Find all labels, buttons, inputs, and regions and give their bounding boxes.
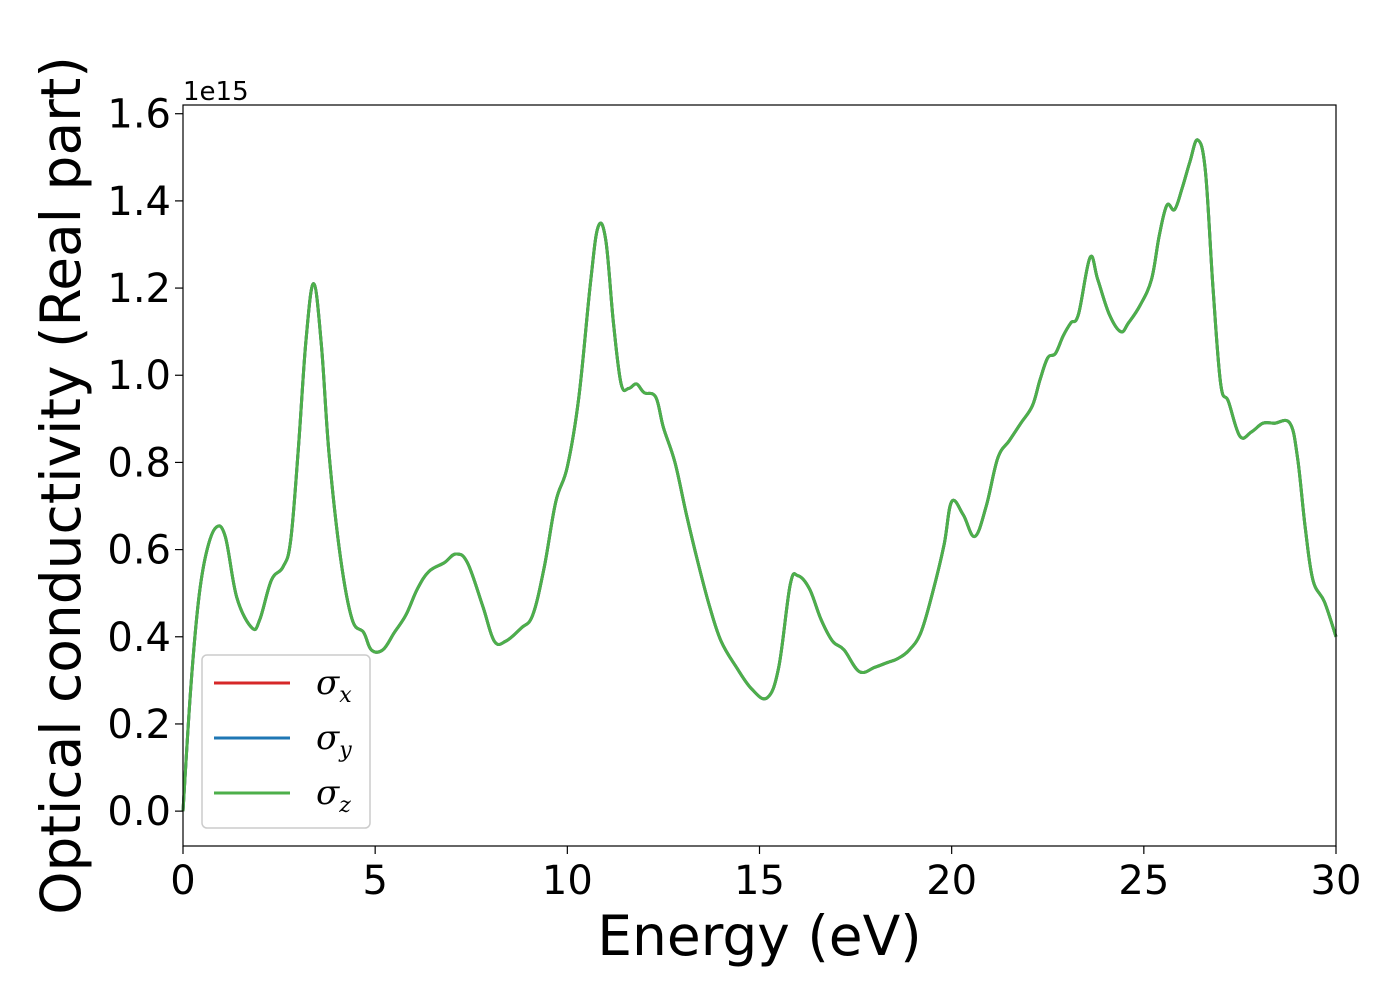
series-line-sigma-z — [181, 138, 1338, 812]
y-axis-offset-label: 1e15 — [183, 77, 249, 107]
x-tick-label: 30 — [1311, 858, 1362, 904]
y-tick-label: 0.4 — [107, 615, 171, 661]
legend-label: σx — [316, 663, 352, 708]
y-tick-label: 1.2 — [107, 266, 171, 312]
x-axis-title: Energy (eV) — [597, 904, 921, 968]
x-tick-label: 5 — [362, 858, 387, 904]
y-tick-label: 0.8 — [107, 440, 171, 486]
legend-label: σz — [316, 773, 351, 818]
y-tick-label: 0.6 — [107, 528, 171, 574]
x-tick-label: 25 — [1118, 858, 1169, 904]
x-tick-label: 0 — [170, 858, 195, 904]
y-tick-label: 0.2 — [107, 702, 171, 748]
legend-label: σy — [316, 718, 352, 763]
y-axis-title: Optical conductivity (Real part) — [29, 56, 93, 915]
y-tick-label: 1.0 — [107, 353, 171, 399]
y-tick-label: 1.6 — [107, 92, 171, 138]
legend: σx σy σz — [201, 654, 371, 829]
y-tick-label: 0.0 — [107, 789, 171, 835]
x-tick-label: 10 — [542, 858, 593, 904]
x-axis-ticks: 0 5 10 15 20 25 30 — [170, 846, 1361, 904]
y-tick-label: 1.4 — [107, 179, 171, 225]
x-tick-label: 15 — [734, 858, 785, 904]
series-layer — [181, 138, 1338, 812]
y-axis-ticks: 0.0 0.2 0.4 0.6 0.8 1.0 1.2 1.4 1.6 — [107, 92, 183, 835]
x-tick-label: 20 — [926, 858, 977, 904]
legend-box — [201, 654, 371, 829]
